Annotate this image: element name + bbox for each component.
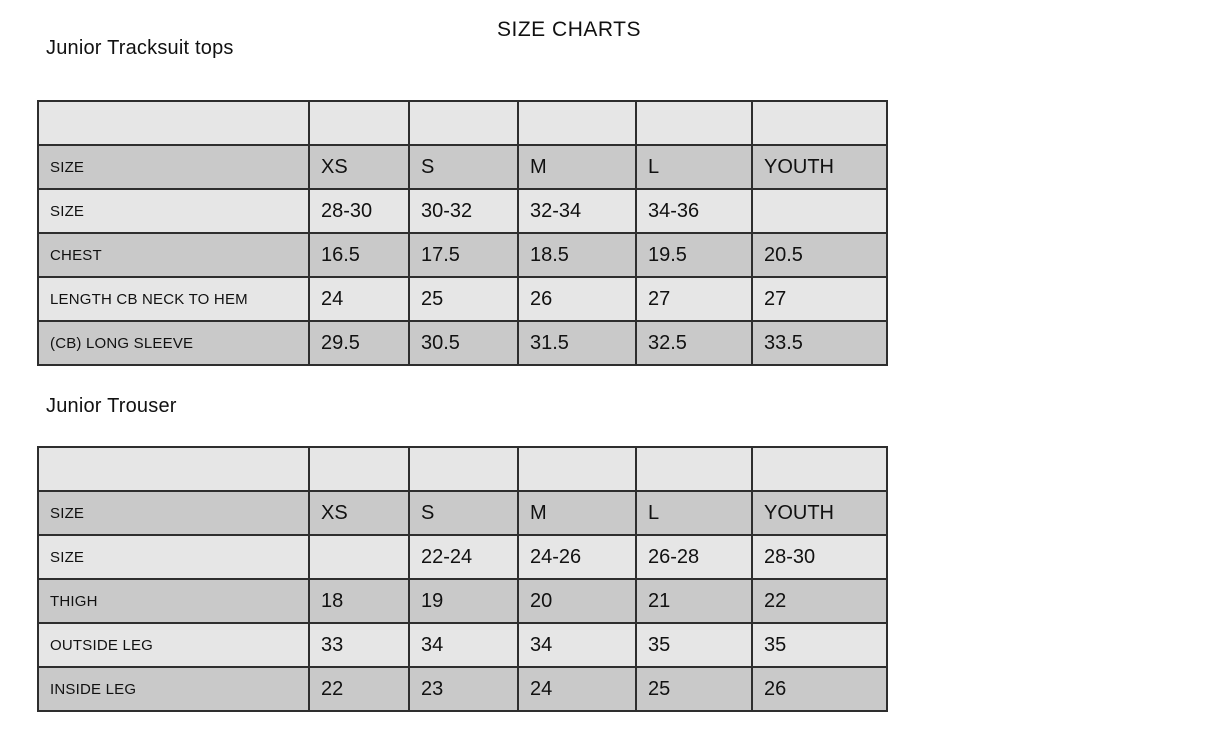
junior-trouser-table: SIZE XS S M L YOUTH SIZE 22-24 24-26 26-28 28-30 TH… — [37, 446, 888, 712]
value-cell: 25 — [408, 276, 519, 322]
value-cell: 30.5 — [408, 320, 519, 366]
value-cell: 32.5 — [635, 320, 753, 366]
table-row: OUTSIDE LEG 33 34 34 35 35 — [37, 622, 888, 668]
value-cell: 19 — [408, 578, 519, 624]
size-chart-table: SIZE XS S M L YOUTH SIZE 28-30 30-32 32-34 34-36 CH… — [37, 100, 888, 366]
value-cell — [308, 534, 410, 580]
value-cell: 20 — [517, 578, 637, 624]
spacer-row — [37, 446, 888, 492]
value-cell: 21 — [635, 578, 753, 624]
value-cell: 17.5 — [408, 232, 519, 278]
row-label: LENGTH CB NECK TO HEM — [37, 276, 310, 322]
table-row: (CB) LONG SLEEVE 29.5 30.5 31.5 32.5 33.5 — [37, 320, 888, 366]
size-column-header: XS — [308, 490, 410, 536]
row-label: (CB) LONG SLEEVE — [37, 320, 310, 366]
section-heading-junior-trouser: Junior Trouser — [46, 395, 177, 417]
table-row: CHEST 16.5 17.5 18.5 19.5 20.5 — [37, 232, 888, 278]
table-row: LENGTH CB NECK TO HEM 24 25 26 27 27 — [37, 276, 888, 322]
value-cell — [635, 446, 753, 492]
spacer-row — [37, 100, 888, 146]
size-chart-table: SIZE XS S M L YOUTH SIZE 22-24 24-26 26-28 28-30 TH… — [37, 446, 888, 712]
value-cell — [308, 100, 410, 146]
value-cell: 25 — [635, 666, 753, 712]
row-label: INSIDE LEG — [37, 666, 310, 712]
size-column-header: L — [635, 144, 753, 190]
value-cell — [751, 446, 888, 492]
row-label — [37, 100, 310, 146]
value-cell: 18 — [308, 578, 410, 624]
size-column-header: S — [408, 144, 519, 190]
junior-tracksuit-tops-table: SIZE XS S M L YOUTH SIZE 28-30 30-32 32-34 34-36 CH… — [37, 100, 888, 366]
table-row: THIGH 18 19 20 21 22 — [37, 578, 888, 624]
row-label: SIZE — [37, 188, 310, 234]
value-cell: 22 — [308, 666, 410, 712]
size-column-header: XS — [308, 144, 410, 190]
value-cell: 28-30 — [751, 534, 888, 580]
value-cell: 26-28 — [635, 534, 753, 580]
size-column-header: L — [635, 490, 753, 536]
row-label: SIZE — [37, 534, 310, 580]
value-cell: 31.5 — [517, 320, 637, 366]
value-cell — [408, 100, 519, 146]
size-column-header: M — [517, 144, 637, 190]
row-label: OUTSIDE LEG — [37, 622, 310, 668]
value-cell: 27 — [751, 276, 888, 322]
value-cell: 19.5 — [635, 232, 753, 278]
value-cell — [308, 446, 410, 492]
value-cell: 35 — [751, 622, 888, 668]
value-cell — [408, 446, 519, 492]
value-cell: 18.5 — [517, 232, 637, 278]
size-column-header: YOUTH — [751, 490, 888, 536]
table-row: INSIDE LEG 22 23 24 25 26 — [37, 666, 888, 712]
value-cell: 23 — [408, 666, 519, 712]
value-cell: 26 — [751, 666, 888, 712]
value-cell — [751, 100, 888, 146]
row-label: SIZE — [37, 490, 310, 536]
value-cell: 28-30 — [308, 188, 410, 234]
table-row: SIZE XS S M L YOUTH — [37, 490, 888, 536]
row-label: SIZE — [37, 144, 310, 190]
value-cell — [751, 188, 888, 234]
value-cell: 34-36 — [635, 188, 753, 234]
table-row: SIZE 28-30 30-32 32-34 34-36 — [37, 188, 888, 234]
value-cell: 26 — [517, 276, 637, 322]
value-cell: 35 — [635, 622, 753, 668]
value-cell: 34 — [408, 622, 519, 668]
table-row: SIZE 22-24 24-26 26-28 28-30 — [37, 534, 888, 580]
value-cell: 16.5 — [308, 232, 410, 278]
value-cell: 30-32 — [408, 188, 519, 234]
value-cell: 33 — [308, 622, 410, 668]
value-cell: 22-24 — [408, 534, 519, 580]
value-cell: 33.5 — [751, 320, 888, 366]
value-cell: 22 — [751, 578, 888, 624]
table-row: SIZE XS S M L YOUTH — [37, 144, 888, 190]
size-column-header: YOUTH — [751, 144, 888, 190]
row-label: CHEST — [37, 232, 310, 278]
value-cell: 32-34 — [517, 188, 637, 234]
value-cell — [517, 446, 637, 492]
value-cell — [517, 100, 637, 146]
row-label: THIGH — [37, 578, 310, 624]
value-cell: 24-26 — [517, 534, 637, 580]
value-cell: 24 — [517, 666, 637, 712]
row-label — [37, 446, 310, 492]
value-cell: 34 — [517, 622, 637, 668]
value-cell: 24 — [308, 276, 410, 322]
value-cell — [635, 100, 753, 146]
size-column-header: S — [408, 490, 519, 536]
value-cell: 27 — [635, 276, 753, 322]
value-cell: 29.5 — [308, 320, 410, 366]
section-heading-junior-tracksuit-tops: Junior Tracksuit tops — [46, 37, 234, 59]
size-column-header: M — [517, 490, 637, 536]
value-cell: 20.5 — [751, 232, 888, 278]
page-title: SIZE CHARTS — [497, 18, 641, 41]
